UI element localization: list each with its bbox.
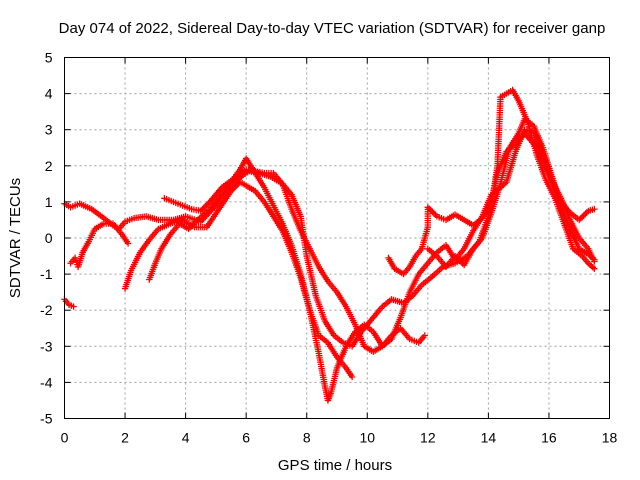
- chart-title: Day 074 of 2022, Sidereal Day-to-day VTE…: [59, 20, 606, 37]
- y-tick-label: 3: [45, 122, 53, 138]
- y-tick-label: -1: [40, 266, 53, 282]
- y-tick-label: -5: [40, 411, 53, 427]
- data-point: [579, 213, 586, 221]
- y-tick-label: 0: [45, 230, 53, 246]
- data-point: [348, 373, 356, 381]
- y-tick-label: 5: [45, 50, 53, 66]
- y-tick-label: 4: [45, 86, 53, 102]
- x-tick-label: 12: [420, 430, 436, 446]
- x-axis-label: GPS time / hours: [278, 457, 392, 474]
- x-tick-label: 2: [121, 430, 129, 446]
- series-track-e: [146, 155, 356, 381]
- data-point: [427, 207, 435, 214]
- x-tick-label: 8: [303, 430, 311, 446]
- y-tick-label: -2: [40, 302, 53, 318]
- y-tick-label: 1: [45, 194, 53, 210]
- x-tick-label: 14: [481, 430, 497, 446]
- x-tick-label: 18: [602, 430, 618, 446]
- data-point: [70, 303, 77, 310]
- y-tick-label: -4: [40, 374, 53, 390]
- series-track-a: [61, 296, 77, 310]
- x-tick-label: 4: [182, 430, 190, 446]
- data-points: [61, 86, 598, 404]
- data-point: [591, 256, 598, 263]
- data-point: [426, 205, 433, 213]
- series-track-c: [61, 130, 598, 350]
- y-tick-label: -3: [40, 338, 53, 354]
- y-axis-label: SDTVAR / TECUs: [7, 178, 24, 298]
- x-tick-label: 10: [359, 430, 375, 446]
- data-point: [580, 212, 587, 219]
- x-tick-label: 0: [61, 430, 69, 446]
- series-track-g: [385, 86, 598, 278]
- data-point: [582, 210, 589, 218]
- data-point: [421, 332, 429, 339]
- data-point: [430, 210, 438, 217]
- data-point: [124, 240, 132, 247]
- data-point: [591, 205, 598, 213]
- data-point: [591, 265, 598, 272]
- y-tick-label: 2: [45, 158, 53, 174]
- series-track-f: [161, 166, 429, 355]
- data-point: [577, 215, 584, 222]
- series-track-d: [121, 126, 598, 404]
- series-track-h: [424, 115, 598, 271]
- x-tick-label: 16: [541, 430, 557, 446]
- x-tick-label: 6: [242, 430, 250, 446]
